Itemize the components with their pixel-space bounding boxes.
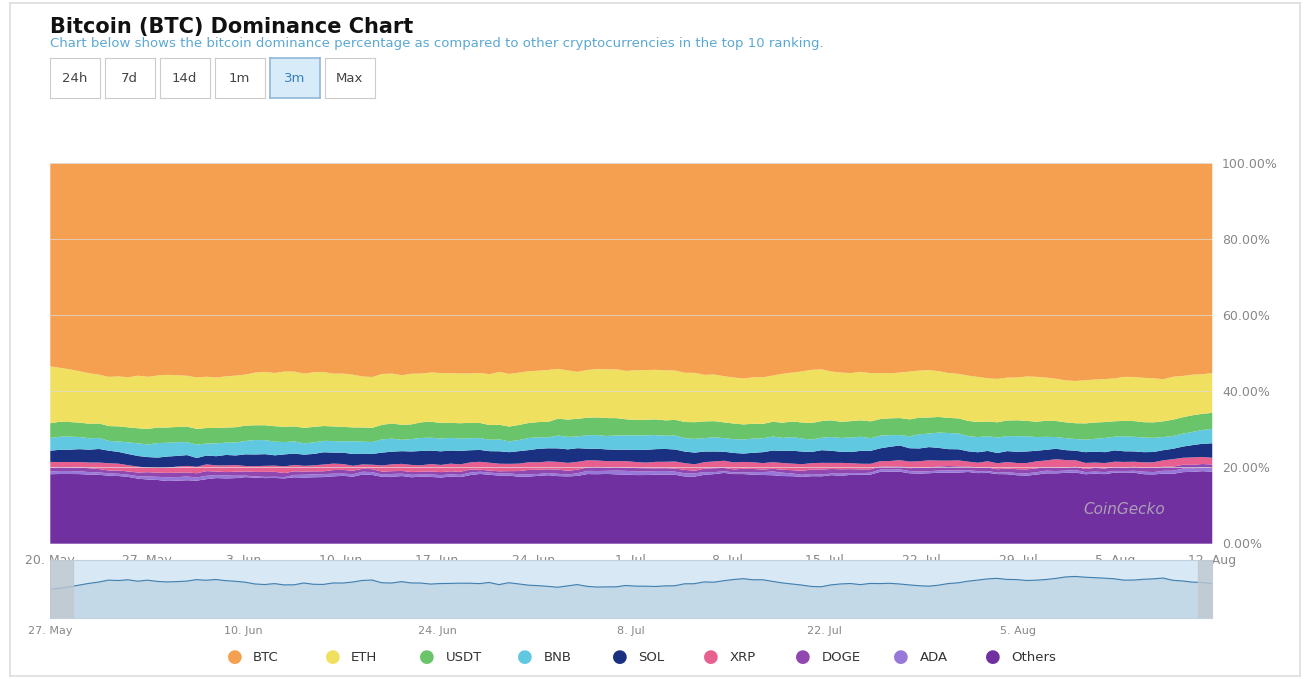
Text: CoinGecko: CoinGecko [1083, 502, 1166, 517]
Text: ADA: ADA [920, 650, 947, 664]
Text: SOL: SOL [638, 650, 664, 664]
Text: ●: ● [985, 648, 1001, 666]
Text: Others: Others [1011, 650, 1056, 664]
Text: XRP: XRP [730, 650, 756, 664]
Text: ●: ● [893, 648, 909, 666]
Text: USDT: USDT [445, 650, 482, 664]
Text: 7d: 7d [122, 71, 138, 85]
Text: BNB: BNB [544, 650, 571, 664]
Text: ●: ● [795, 648, 811, 666]
Text: Max: Max [337, 71, 363, 85]
Text: ●: ● [419, 648, 435, 666]
Text: ●: ● [227, 648, 242, 666]
Text: Bitcoin (BTC) Dominance Chart: Bitcoin (BTC) Dominance Chart [50, 17, 413, 37]
Text: DOGE: DOGE [821, 650, 861, 664]
Text: 14d: 14d [172, 71, 198, 85]
Text: Chart below shows the bitcoin dominance percentage as compared to other cryptocu: Chart below shows the bitcoin dominance … [50, 37, 824, 50]
Bar [50, 560, 73, 618]
Text: BTC: BTC [253, 650, 279, 664]
Text: ●: ● [517, 648, 533, 666]
Text: ETH: ETH [351, 650, 377, 664]
Text: 1m: 1m [229, 71, 250, 85]
Text: ●: ● [612, 648, 627, 666]
Text: 3m: 3m [284, 71, 305, 85]
Bar [1199, 560, 1212, 618]
Text: ●: ● [325, 648, 341, 666]
Text: 24h: 24h [62, 71, 88, 85]
Text: ●: ● [703, 648, 719, 666]
